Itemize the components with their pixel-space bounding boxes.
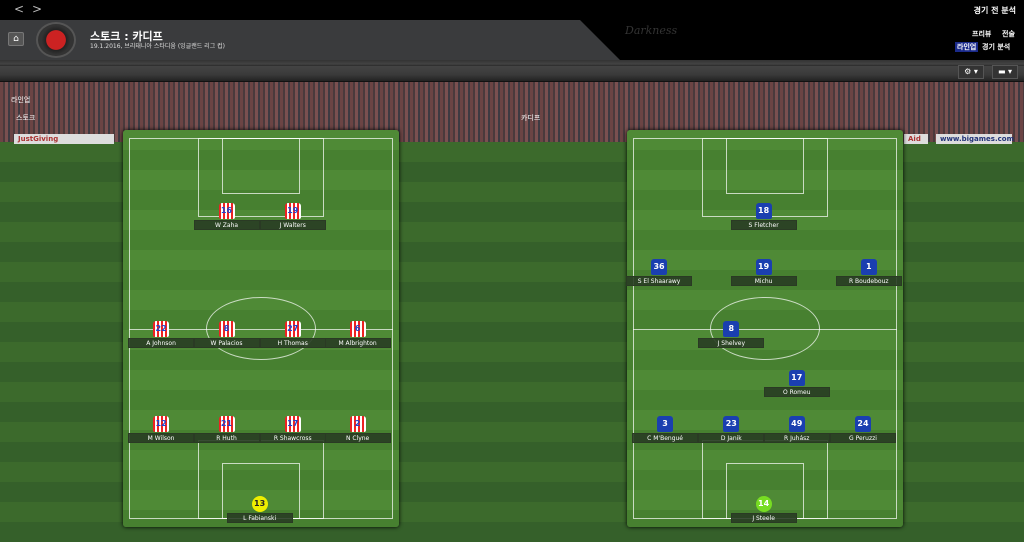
player-marker[interactable]: 19 J Walters [259,203,326,231]
shirt-icon: 2 [349,416,366,433]
back-button[interactable]: < [14,2,25,16]
player-name: O Romeu [763,387,830,398]
tab-preview[interactable]: 프리뷰 [972,30,992,38]
pitch-marking [197,137,325,218]
player-marker[interactable]: 16 W Zaha [193,203,260,231]
shirt-icon: 27 [284,320,301,337]
shirt-icon: 6 [349,320,366,337]
player-name: A Johnson [128,337,195,348]
ad-board: Aid [904,134,928,144]
forward-button[interactable]: > [32,2,43,16]
tab-lineup[interactable]: 라인업 [955,42,979,52]
player-name: S Fletcher [730,220,797,231]
ad-board: www.bigames.com [936,134,1014,144]
player-marker[interactable]: 27 H Thomas [259,320,326,348]
shirt-icon: 3 [657,416,674,433]
player-name: W Palacios [193,337,260,348]
player-name: G Peruzzi [829,433,896,444]
tab-tactics[interactable]: 전술 [1002,30,1015,38]
home-button[interactable]: ⌂ [8,32,24,46]
toolbar [0,60,1024,82]
player-name: J Shelvey [698,337,765,348]
shirt-icon: 1 [860,258,877,275]
player-name: M Wilson [128,433,195,444]
player-name: J Walters [259,220,326,231]
player-marker[interactable]: 17 R Shawcross [259,416,326,444]
player-name: L Fabianski [226,512,293,523]
player-name: M Albrighton [324,337,391,348]
speech-bubble-icon: ▬ ▾ [997,67,1013,76]
shirt-icon: 49 [788,416,805,433]
home-team-label: 스토크 [16,114,36,122]
player-marker[interactable]: 12 M Wilson [128,416,195,444]
player-marker[interactable]: 14 J Steele [730,495,797,523]
shirt-icon: 18 [755,203,772,220]
player-marker[interactable]: 17 O Romeu [763,370,830,398]
player-name: R Boudebouz [835,275,902,286]
player-marker[interactable]: 19 Michu [730,258,797,286]
player-marker[interactable]: 49 R Juhász [763,416,830,444]
match-header [0,20,620,60]
shirt-icon: 36 [651,258,668,275]
settings-button[interactable]: ⚙ ▾ [958,65,984,79]
player-name: R Shawcross [259,433,326,444]
away-pitch: 18 S Fletcher 36 S El Shaarawy 19 Michu 1 R Bou… [626,130,903,527]
pitch-marking [205,296,317,361]
player-name: W Zaha [193,220,260,231]
shirt-icon: 17 [788,370,805,387]
shirt-icon: 17 [284,416,301,433]
player-marker[interactable]: 22 A Johnson [128,320,195,348]
home-pitch: 16 W Zaha 19 J Walters 22 A Johnson 8 W Palacio… [123,130,399,527]
shirt-icon: 19 [755,258,772,275]
player-name: R Juhász [763,433,830,444]
player-marker[interactable]: 36 S El Shaarawy [626,258,693,286]
shirt-icon: 8 [218,320,235,337]
section-title[interactable]: 경기 전 분석 [973,6,1016,15]
away-team-label: 카디프 [521,114,541,122]
shirt-icon: 24 [854,416,871,433]
player-marker[interactable]: 23 D Janik [698,416,765,444]
tab-match-analysis[interactable]: 경기 분석 [982,43,1011,51]
match-subtitle: 19.1.2016, 브리태니아 스타디움 (잉글랜드 리그 컵) [90,43,225,50]
player-name: J Steele [730,512,797,523]
player-name: N Clyne [324,433,391,444]
gear-icon: ⚙ ▾ [964,67,978,76]
shirt-icon: 16 [218,203,235,220]
chat-button[interactable]: ▬ ▾ [992,65,1018,79]
watermark: Darkness [625,24,678,37]
pitch-marking [709,296,821,361]
view-label: 라인업 [11,96,31,104]
player-name: H Thomas [259,337,326,348]
shirt-icon: 14 [755,495,772,512]
shirt-icon: 13 [251,495,268,512]
home-icon: ⌂ [13,34,19,44]
shirt-icon: 21 [218,416,235,433]
top-bar: < > 경기 전 분석 [0,0,1024,20]
player-marker[interactable]: 18 S Fletcher [730,203,797,231]
shirt-icon: 12 [153,416,170,433]
player-marker[interactable]: 24 G Peruzzi [829,416,896,444]
shirt-icon: 22 [153,320,170,337]
shirt-icon: 19 [284,203,301,220]
player-marker[interactable]: 13 L Fabianski [226,495,293,523]
player-name: D Janik [698,433,765,444]
player-name: S El Shaarawy [626,275,693,286]
player-marker[interactable]: 21 R Huth [193,416,260,444]
player-name: C M'Bengué [632,433,699,444]
club-crest [36,22,76,58]
shirt-icon: 8 [723,320,740,337]
player-name: R Huth [193,433,260,444]
ad-board: JustGiving [14,134,114,144]
match-title: 스토크 : 카디프 [90,30,163,43]
player-name: Michu [730,275,797,286]
shirt-icon: 23 [723,416,740,433]
